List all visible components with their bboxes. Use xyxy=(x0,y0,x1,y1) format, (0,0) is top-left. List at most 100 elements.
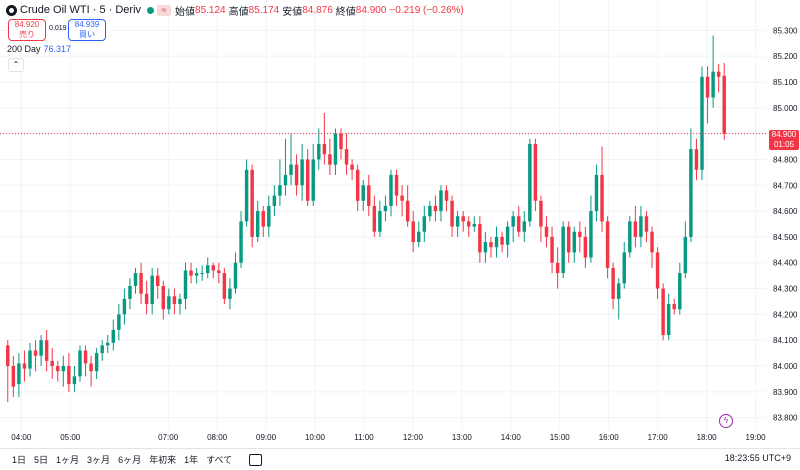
candle-body xyxy=(189,270,193,276)
candle-body xyxy=(583,236,588,258)
candle xyxy=(200,265,204,281)
candle-body xyxy=(272,195,277,206)
candle xyxy=(578,221,582,253)
market-status-icon[interactable] xyxy=(147,6,155,14)
candle xyxy=(422,205,427,243)
time-axis[interactable]: 04:00 05:00 07:00 08:00 09:00 10:00 11:00 12:00… xyxy=(11,433,766,442)
candle xyxy=(211,262,215,279)
open-label: 始値 xyxy=(175,6,196,18)
candle-body xyxy=(511,216,515,227)
candle-body xyxy=(61,366,66,372)
timeframe-all[interactable]: すべて xyxy=(206,455,233,465)
candle-body xyxy=(311,159,315,201)
buy-button[interactable]: 84.939 買い xyxy=(68,19,106,41)
candle xyxy=(372,195,377,237)
candle-body xyxy=(644,216,649,232)
indicator-legend[interactable]: 200 Day 76.317 xyxy=(7,44,71,54)
candle-body xyxy=(461,216,465,222)
candle-body xyxy=(628,221,632,253)
candle xyxy=(39,335,43,367)
clock-readout[interactable]: 18:23:55 UTC+9 xyxy=(724,453,791,463)
candle xyxy=(455,211,460,237)
candle-body xyxy=(572,231,576,253)
candle xyxy=(283,138,288,196)
candle-body xyxy=(422,216,427,232)
candle xyxy=(272,185,277,217)
candle-body xyxy=(150,275,154,305)
timeframe-ytd[interactable]: 年初来 xyxy=(149,455,177,465)
candle xyxy=(67,353,71,392)
candle xyxy=(317,128,321,170)
time-tick-label: 15:00 xyxy=(550,433,571,442)
timeframe-3m[interactable]: 3ヶ月 xyxy=(87,455,111,465)
time-tick-label: 09:00 xyxy=(256,433,277,442)
candle-body xyxy=(550,236,554,263)
wave-icon[interactable]: ≈ xyxy=(157,4,172,16)
candle-body xyxy=(328,154,332,165)
candle-body xyxy=(566,226,571,253)
candle xyxy=(622,242,626,289)
candle-body xyxy=(378,211,382,232)
candle xyxy=(144,280,149,315)
candle xyxy=(122,288,127,325)
candle xyxy=(661,283,665,341)
candle xyxy=(94,347,99,379)
candle xyxy=(222,267,227,305)
timeframe-5d[interactable]: 5日 xyxy=(34,455,49,465)
lightning-icon[interactable]: ϟ xyxy=(719,414,733,428)
price-tick-label: 84.800 xyxy=(773,155,798,164)
candle-body xyxy=(605,221,610,268)
timeframe-1y[interactable]: 1年 xyxy=(184,455,199,465)
candle xyxy=(694,138,699,181)
candle-body xyxy=(639,216,643,237)
candle-body xyxy=(716,71,721,77)
candle-body xyxy=(555,262,560,274)
timeframe-6m[interactable]: 6ヶ月 xyxy=(118,455,142,465)
timeframe-1d[interactable]: 1日 xyxy=(12,455,27,465)
symbol-title[interactable]: Crude Oil WTI · 5 · Deriv xyxy=(20,4,142,16)
high-value: 85.174 xyxy=(248,4,280,16)
candle-body xyxy=(661,288,665,336)
candle xyxy=(561,221,565,279)
candle xyxy=(261,205,265,237)
candle-body xyxy=(78,350,82,377)
price-axis[interactable]: 85.300 85.200 85.100 85.000 84.900 84.800 84.7… xyxy=(770,0,800,448)
candle xyxy=(489,236,493,258)
candle xyxy=(511,211,515,243)
candle xyxy=(417,221,421,248)
candle xyxy=(17,353,21,398)
candle-body xyxy=(167,296,171,310)
candle-body xyxy=(433,205,438,212)
calendar-icon[interactable] xyxy=(249,453,263,466)
candle xyxy=(117,304,121,341)
candle-body xyxy=(300,159,304,186)
timeframe-1m[interactable]: 1ヶ月 xyxy=(56,455,80,465)
price-tick-label: 83.800 xyxy=(773,414,798,423)
candle xyxy=(467,216,471,237)
candle-body xyxy=(217,270,221,274)
candle xyxy=(78,345,82,382)
candle xyxy=(639,205,643,248)
price-tick-label: 85.300 xyxy=(773,26,798,35)
candle xyxy=(494,226,499,258)
candle xyxy=(267,195,271,237)
candle-body xyxy=(600,174,604,222)
candle-body xyxy=(367,185,371,206)
candle xyxy=(161,280,166,320)
candle xyxy=(72,366,77,392)
candle-body xyxy=(144,293,149,305)
time-tick-label: 05:00 xyxy=(60,433,81,442)
candle-body xyxy=(278,185,282,196)
price-chart[interactable]: 85.300 85.200 85.100 85.000 84.900 84.800 84.7… xyxy=(0,0,800,448)
chevron-up-icon[interactable]: ⌃ xyxy=(8,58,24,72)
candle-body xyxy=(106,342,110,346)
candle xyxy=(722,62,726,140)
candle xyxy=(644,211,649,243)
candle xyxy=(555,247,560,289)
sell-button[interactable]: 84.920 売り xyxy=(8,19,46,41)
candle-body xyxy=(405,200,410,222)
time-tick-label: 17:00 xyxy=(648,433,669,442)
candle xyxy=(333,128,338,175)
candle xyxy=(517,205,521,237)
candle xyxy=(461,211,465,232)
